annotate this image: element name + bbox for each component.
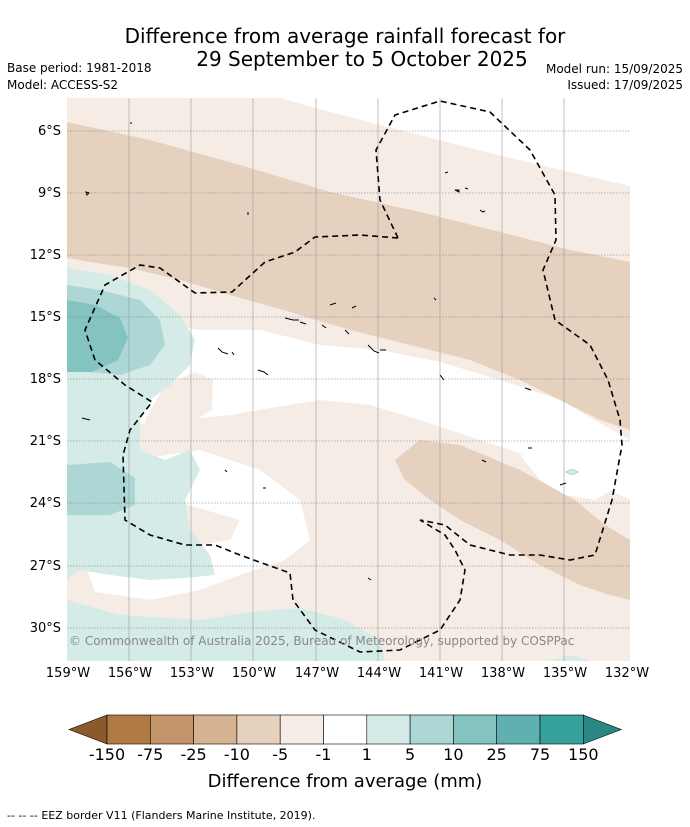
lon-label-156w: 156°W: [107, 666, 153, 681]
eez-border-french-polynesia-west: [84, 234, 466, 653]
colorbar-tick-label: 25: [486, 745, 507, 764]
colorbar-tick-label: 10: [443, 745, 464, 764]
colorbar-bin: [150, 714, 194, 745]
lon-label-138w: 138°W: [480, 666, 526, 681]
anomaly-region-dry-light-blob: [145, 372, 213, 440]
anomaly-region-neutral-north: [67, 98, 630, 186]
colorbar-tick-label: 150: [568, 745, 599, 764]
eez-legend-symbol: -- -- --: [7, 809, 38, 822]
anomaly-region-wet-moderate-south: [67, 462, 135, 515]
colorbar-title: Difference from average (mm): [207, 771, 483, 792]
colorbar-bin: [539, 714, 584, 745]
eez-border-kiribati: [375, 100, 623, 561]
lon-label-159w: 159°W: [45, 666, 91, 681]
lat-label-6s: 6°S: [37, 124, 61, 139]
lon-label-147w: 147°W: [294, 666, 340, 681]
lat-label-9s: 9°S: [37, 186, 61, 201]
anomaly-region-wet-light-south: [67, 600, 385, 661]
eez-legend: -- -- -- EEZ border V11 (Flanders Marine…: [7, 809, 315, 822]
copyright-notice: © Commonwealth of Australia 2025, Bureau…: [69, 634, 575, 648]
anomaly-region-neutral-east: [520, 455, 612, 500]
colorbar-tick-label: 75: [529, 745, 551, 764]
map-area: [67, 98, 630, 661]
lon-label-135w: 135°W: [542, 666, 588, 681]
lon-label-150w: 150°W: [231, 666, 277, 681]
colorbar-extend-low: [68, 714, 108, 745]
model-run-date: Model run: 15/09/2025: [545, 62, 683, 76]
colorbar-tick-label: -1: [315, 745, 332, 764]
colorbar-bin: [106, 714, 151, 745]
colorbar-bin: [279, 714, 324, 745]
islands: [81, 122, 567, 581]
colorbar-extend-high: [582, 714, 623, 745]
colorbar-bin: [453, 714, 497, 745]
longitude-gridlines: [128, 98, 565, 661]
colorbar-tick-label: 5: [405, 745, 416, 764]
latitude-gridlines: [67, 130, 630, 629]
anomaly-region-dry-moderate-band: [67, 122, 630, 430]
colorbar-bin: [323, 714, 368, 745]
colorbar-tick-label: 1: [361, 745, 372, 764]
map-title-line-2: 29 September to 5 October 2025: [196, 47, 528, 71]
lat-label-18s: 18°S: [29, 372, 61, 387]
lon-label-153w: 153°W: [169, 666, 215, 681]
colorbar-tick-label: -75: [137, 745, 164, 764]
lon-label-132w: 132°W: [604, 666, 650, 681]
map-title-line-1: Difference from average rainfall forecas…: [124, 24, 566, 48]
anomaly-region-wet-strong: [67, 300, 128, 372]
lat-label-15s: 15°S: [29, 310, 61, 325]
lat-label-30s: 30°S: [29, 621, 61, 636]
colorbar-bin: [193, 714, 238, 745]
anomaly-region-wet-small-se: [550, 655, 590, 661]
colorbar-bin: [409, 714, 454, 745]
colorbar-bin: [366, 714, 411, 745]
colorbar-tick-label: -25: [180, 745, 207, 764]
colorbar-bin: [496, 714, 541, 745]
lon-label-144w: 144°W: [356, 666, 402, 681]
colorbar-tick-label: -10: [223, 745, 250, 764]
colorbar-tick-label: -150: [88, 745, 126, 764]
base-period: Base period: 1981-2018: [7, 61, 152, 75]
colorbar-bin: [236, 714, 281, 745]
model-name: Model: ACCESS-S2: [7, 78, 119, 92]
island-teal-east: [565, 468, 579, 476]
colorbar: [68, 714, 623, 745]
lon-label-141w: 141°W: [418, 666, 464, 681]
eez-legend-text: EEZ border V11 (Flanders Marine Institut…: [41, 809, 316, 822]
lat-label-27s: 27°S: [29, 559, 61, 574]
lat-label-12s: 12°S: [29, 248, 61, 263]
anomaly-region-neutral-central: [67, 290, 630, 500]
issued-date: Issued: 17/09/2025: [567, 78, 683, 92]
lat-label-24s: 24°S: [29, 496, 61, 511]
colorbar-tick-label: -5: [272, 745, 289, 764]
lat-label-21s: 21°S: [29, 434, 61, 449]
